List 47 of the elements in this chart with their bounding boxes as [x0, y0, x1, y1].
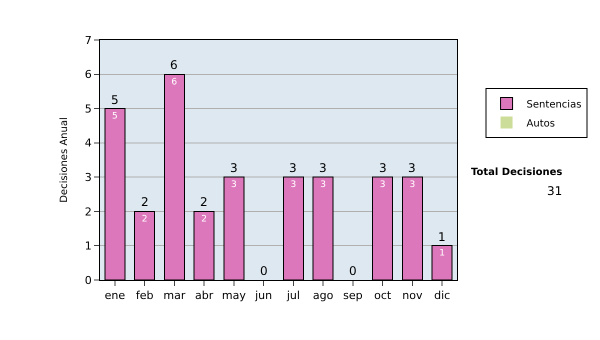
total-label: 1 [438, 230, 446, 244]
y-tick-label: 2 [84, 205, 92, 218]
data-label: 2 [142, 214, 148, 224]
data-label: 3 [380, 180, 386, 190]
data-label: 2 [201, 214, 207, 224]
data-label: 3 [320, 180, 326, 190]
total-label: 3 [379, 161, 387, 175]
x-tick-label: ene [104, 289, 126, 302]
total-label: 3 [289, 161, 297, 175]
data-label: 1 [439, 248, 445, 259]
x-tick-label: feb [136, 289, 154, 302]
x-tick-label: mar [163, 289, 186, 302]
data-label: 3 [231, 180, 237, 190]
legend-label: Autos [526, 118, 555, 130]
y-tick-label: 4 [84, 136, 92, 150]
x-tick-label: nov [402, 289, 423, 302]
y-tick-label: 3 [84, 170, 92, 184]
legend-label: Sentencias [526, 99, 582, 110]
x-tick-label: sep [343, 289, 363, 302]
total-label: 0 [260, 264, 268, 278]
y-tick-label: 7 [84, 34, 92, 47]
x-tick-label: jul [286, 289, 300, 302]
total-label: 5 [111, 93, 119, 107]
y-tick-label: 5 [84, 102, 92, 116]
total-label: 3 [408, 161, 416, 175]
total-label: 2 [141, 195, 149, 209]
x-tick-label: dic [434, 289, 450, 302]
total-label: 6 [170, 58, 178, 72]
total-label: 2 [200, 195, 208, 209]
y-tick-label: 1 [84, 240, 92, 253]
data-label: 6 [171, 77, 178, 88]
x-tick-label: oct [374, 289, 392, 302]
x-tick-label: jun [254, 289, 272, 302]
x-tick-label: may [222, 289, 246, 302]
data-label: 3 [290, 180, 296, 190]
x-tick-label: ago [312, 289, 334, 302]
x-tick-label: abr [195, 289, 214, 302]
y-tick-label: 0 [84, 274, 92, 287]
y-tick-label: 6 [84, 68, 92, 82]
total-label: 3 [230, 161, 238, 175]
data-label: 5 [112, 112, 118, 122]
data-label: 3 [410, 180, 416, 190]
text: 31 [547, 184, 562, 198]
text: Total Decisiones [471, 167, 562, 178]
total-label: 0 [349, 264, 357, 278]
y-axis-title: Decisiones Anual [58, 117, 70, 203]
total-label: 3 [319, 161, 327, 175]
